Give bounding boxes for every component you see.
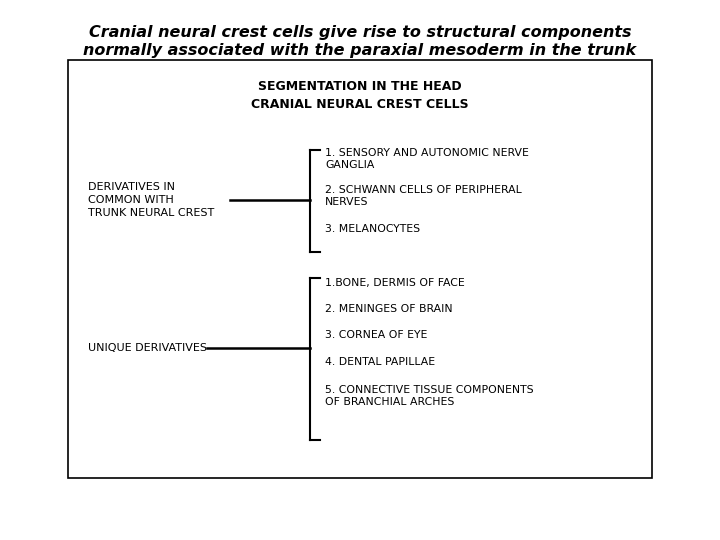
Text: DERIVATIVES IN
COMMON WITH
TRUNK NEURAL CREST: DERIVATIVES IN COMMON WITH TRUNK NEURAL … bbox=[88, 182, 215, 218]
Text: 5. CONNECTIVE TISSUE COMPONENTS
OF BRANCHIAL ARCHES: 5. CONNECTIVE TISSUE COMPONENTS OF BRANC… bbox=[325, 385, 534, 407]
Text: 3. MELANOCYTES: 3. MELANOCYTES bbox=[325, 224, 420, 234]
Text: Cranial neural crest cells give rise to structural components: Cranial neural crest cells give rise to … bbox=[89, 24, 631, 39]
Text: normally associated with the paraxial mesoderm in the trunk: normally associated with the paraxial me… bbox=[84, 43, 636, 57]
Text: 1. SENSORY AND AUTONOMIC NERVE
GANGLIA: 1. SENSORY AND AUTONOMIC NERVE GANGLIA bbox=[325, 148, 529, 171]
Text: 2. SCHWANN CELLS OF PERIPHERAL
NERVES: 2. SCHWANN CELLS OF PERIPHERAL NERVES bbox=[325, 185, 522, 207]
FancyBboxPatch shape bbox=[68, 60, 652, 478]
Text: 2. MENINGES OF BRAIN: 2. MENINGES OF BRAIN bbox=[325, 304, 453, 314]
Text: UNIQUE DERIVATIVES: UNIQUE DERIVATIVES bbox=[88, 343, 207, 353]
Text: 4. DENTAL PAPILLAE: 4. DENTAL PAPILLAE bbox=[325, 357, 435, 367]
Text: 1.BONE, DERMIS OF FACE: 1.BONE, DERMIS OF FACE bbox=[325, 278, 464, 288]
Text: SEGMENTATION IN THE HEAD: SEGMENTATION IN THE HEAD bbox=[258, 80, 462, 93]
Text: 3. CORNEA OF EYE: 3. CORNEA OF EYE bbox=[325, 330, 428, 340]
Text: CRANIAL NEURAL CREST CELLS: CRANIAL NEURAL CREST CELLS bbox=[251, 98, 469, 111]
